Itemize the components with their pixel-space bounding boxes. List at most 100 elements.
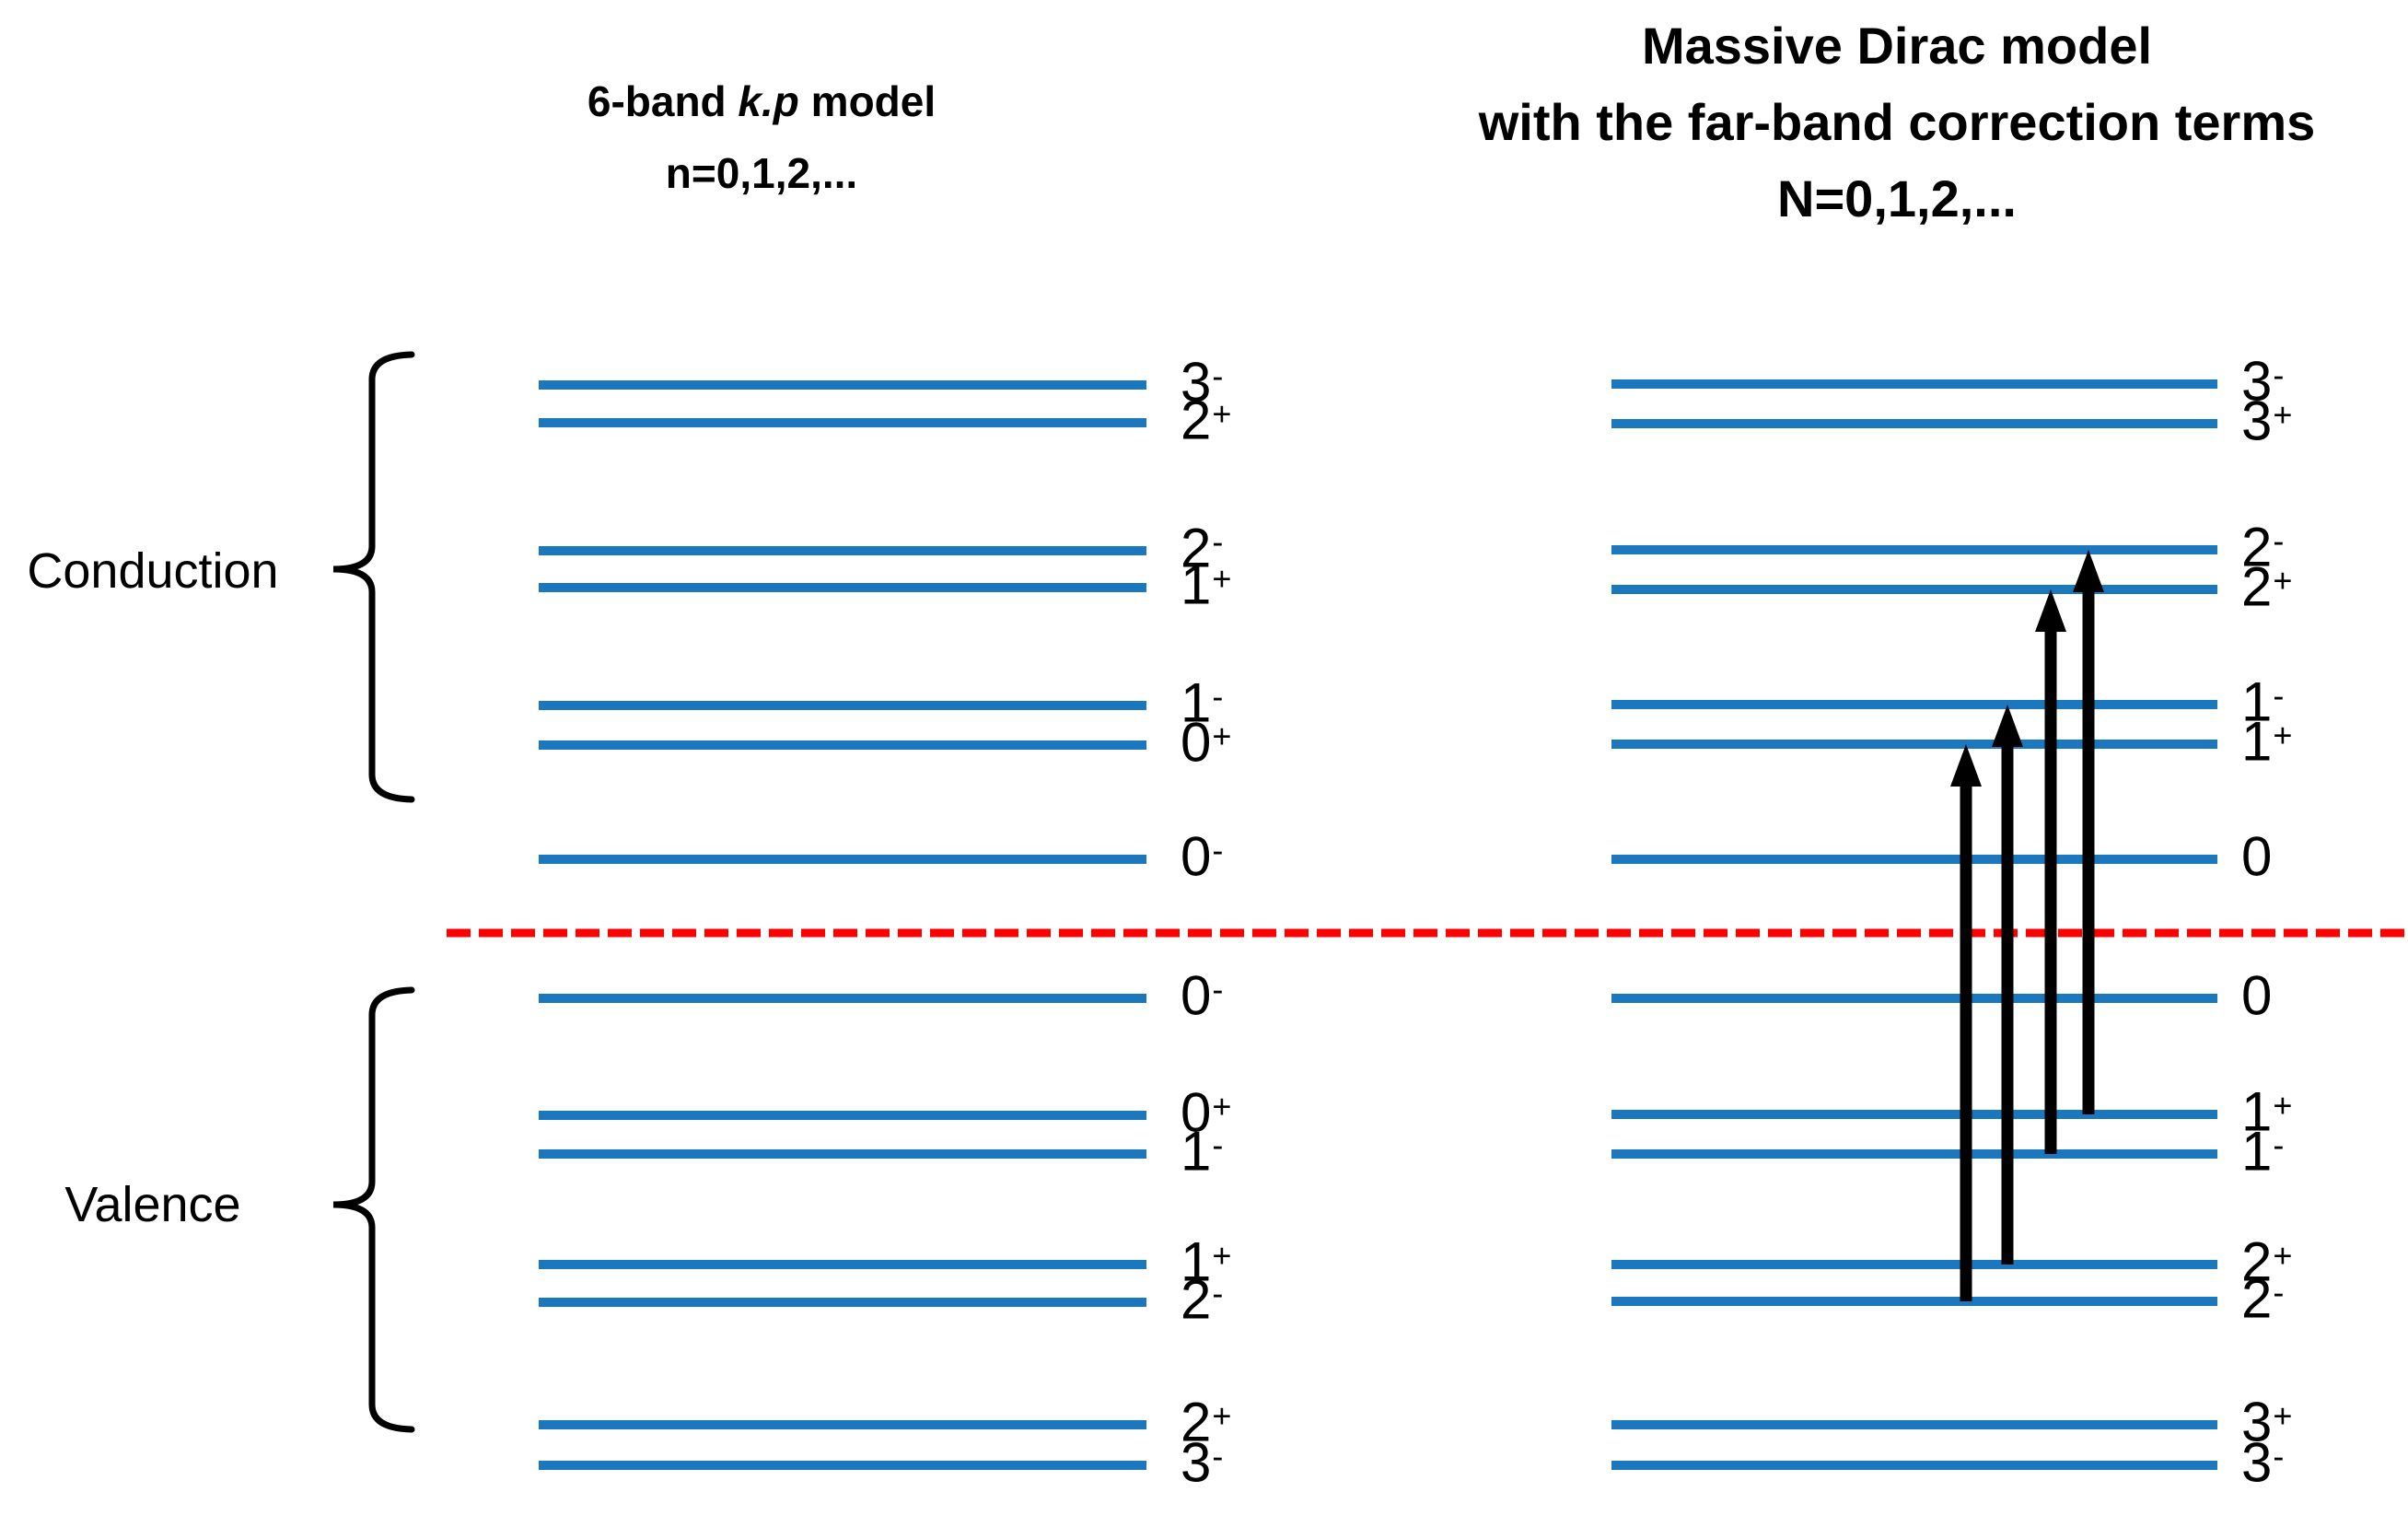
energy-level-label: 1+ (1181, 1234, 1232, 1290)
level-index: 1 (1181, 1230, 1212, 1293)
right-model-title-line1: Massive Dirac model (1641, 17, 2153, 75)
energy-level-label: 1- (2241, 1124, 2285, 1180)
transition-arrow-head (1992, 705, 2023, 747)
level-index: 1 (2241, 710, 2273, 773)
level-parity-sign: + (1212, 717, 1232, 755)
energy-level-label: 1- (1181, 1124, 1224, 1180)
conduction-band-label: Conduction (27, 543, 279, 599)
level-parity-sign: + (2273, 1396, 2293, 1435)
left-model-title: 6-band k.p model n=0,1,2,... (587, 65, 936, 209)
valence-band-label: Valence (64, 1177, 241, 1232)
left-title-text-end: model (798, 77, 936, 125)
level-index: 0 (1181, 825, 1212, 888)
level-parity-sign: + (2273, 1236, 2293, 1275)
level-index: 0 (2241, 964, 2273, 1027)
level-parity-sign: - (2273, 521, 2285, 560)
level-parity-sign: + (1212, 559, 1232, 598)
level-index: 1 (1181, 554, 1212, 616)
level-index: 0 (1181, 1081, 1212, 1144)
level-index: 2 (1181, 389, 1212, 451)
level-index: 1 (2241, 670, 2273, 733)
transition-arrow-head (2035, 589, 2066, 632)
energy-level-label: 2+ (2241, 559, 2293, 615)
energy-level-label: 2- (2241, 1271, 2285, 1327)
right-model-index-line: N=0,1,2,... (1777, 169, 2017, 227)
level-index: 1 (1181, 671, 1212, 734)
level-index: 3 (2241, 350, 2273, 413)
level-index: 3 (2241, 390, 2273, 452)
energy-level-label: 2- (1181, 517, 1224, 579)
energy-level-label: 3- (2241, 354, 2285, 410)
energy-level-label: 1- (2241, 674, 2285, 730)
level-index: 3 (1181, 1431, 1212, 1494)
valence-brace (332, 986, 415, 1433)
energy-level-label: 2+ (1181, 1391, 1232, 1453)
right-model-title-line2: with the far-band correction terms (1478, 93, 2316, 151)
left-title-text: 6-band (587, 77, 739, 125)
level-index: 3 (1181, 351, 1212, 414)
energy-level-label: 2- (2241, 516, 2285, 578)
level-index: 2 (2241, 555, 2273, 618)
energy-level-label: 3- (1181, 355, 1224, 411)
kp-italic-text: k.p (738, 77, 799, 125)
level-parity-sign: + (2273, 716, 2293, 754)
level-parity-sign: - (1212, 677, 1224, 716)
level-parity-sign: - (1212, 1125, 1224, 1164)
level-index: 3 (2241, 1431, 2273, 1494)
energy-level-label: 2+ (1181, 389, 1232, 451)
level-parity-sign: - (2273, 1437, 2285, 1475)
energy-level-label: 2- (1181, 1272, 1224, 1328)
level-index: 2 (1181, 1391, 1212, 1453)
left-model-title-line1: 6-band k.p model (587, 65, 936, 137)
level-index: 1 (2241, 1080, 2273, 1143)
level-parity-sign: - (1212, 970, 1224, 1008)
energy-level-label: 1+ (1181, 557, 1232, 613)
level-parity-sign: + (2273, 395, 2293, 434)
energy-level-label: 2+ (2241, 1234, 2293, 1290)
level-index: 2 (1181, 517, 1212, 579)
transition-arrow-head (1950, 744, 1982, 787)
energy-level-label: 3+ (2241, 393, 2293, 449)
level-parity-sign: - (1212, 1437, 1224, 1475)
energy-level-label: 3- (1181, 1435, 1224, 1491)
level-parity-sign: - (1212, 1274, 1224, 1312)
level-index: 3 (2241, 1391, 2273, 1453)
level-index: 0 (2241, 825, 2273, 888)
energy-level-label: 0 (2241, 968, 2273, 1024)
level-parity-sign: - (2273, 1125, 2285, 1164)
energy-level-label: 1- (1181, 675, 1224, 731)
energy-level-label: 0+ (1181, 1085, 1232, 1141)
level-parity-sign: + (1212, 1087, 1232, 1125)
level-parity-sign: + (1212, 394, 1232, 433)
conduction-brace (332, 351, 415, 803)
energy-level-label: 3- (2241, 1435, 2285, 1491)
level-parity-sign: - (1212, 522, 1224, 561)
level-index: 2 (2241, 1267, 2273, 1330)
level-index: 2 (2241, 1230, 2273, 1293)
level-parity-sign: + (2273, 1086, 2293, 1125)
level-parity-sign: - (2273, 1273, 2285, 1311)
level-index: 2 (1181, 1268, 1212, 1331)
level-parity-sign: + (2273, 561, 2293, 600)
energy-level-label: 0+ (1181, 715, 1232, 771)
level-index: 2 (2241, 516, 2273, 578)
energy-level-label: 1+ (2241, 714, 2293, 770)
level-parity-sign: - (2273, 676, 2285, 715)
energy-level-label: 3+ (2241, 1391, 2293, 1453)
level-parity-sign: + (1212, 1236, 1232, 1275)
level-index: 0 (1181, 964, 1212, 1027)
level-index: 0 (1181, 711, 1212, 774)
transition-arrow-head (2073, 550, 2104, 592)
energy-level-label: 0 (2241, 829, 2273, 885)
level-parity-sign: - (1212, 356, 1224, 395)
energy-level-label: 0- (1181, 968, 1224, 1024)
level-index: 1 (2241, 1120, 2273, 1183)
level-index: 1 (1181, 1120, 1212, 1183)
level-parity-sign: - (2273, 356, 2285, 394)
right-model-title: Massive Dirac model with the far-band co… (1479, 7, 2316, 237)
level-parity-sign: + (1212, 1396, 1232, 1435)
left-model-index-line: n=0,1,2,... (665, 149, 858, 197)
level-parity-sign: - (1212, 831, 1224, 869)
